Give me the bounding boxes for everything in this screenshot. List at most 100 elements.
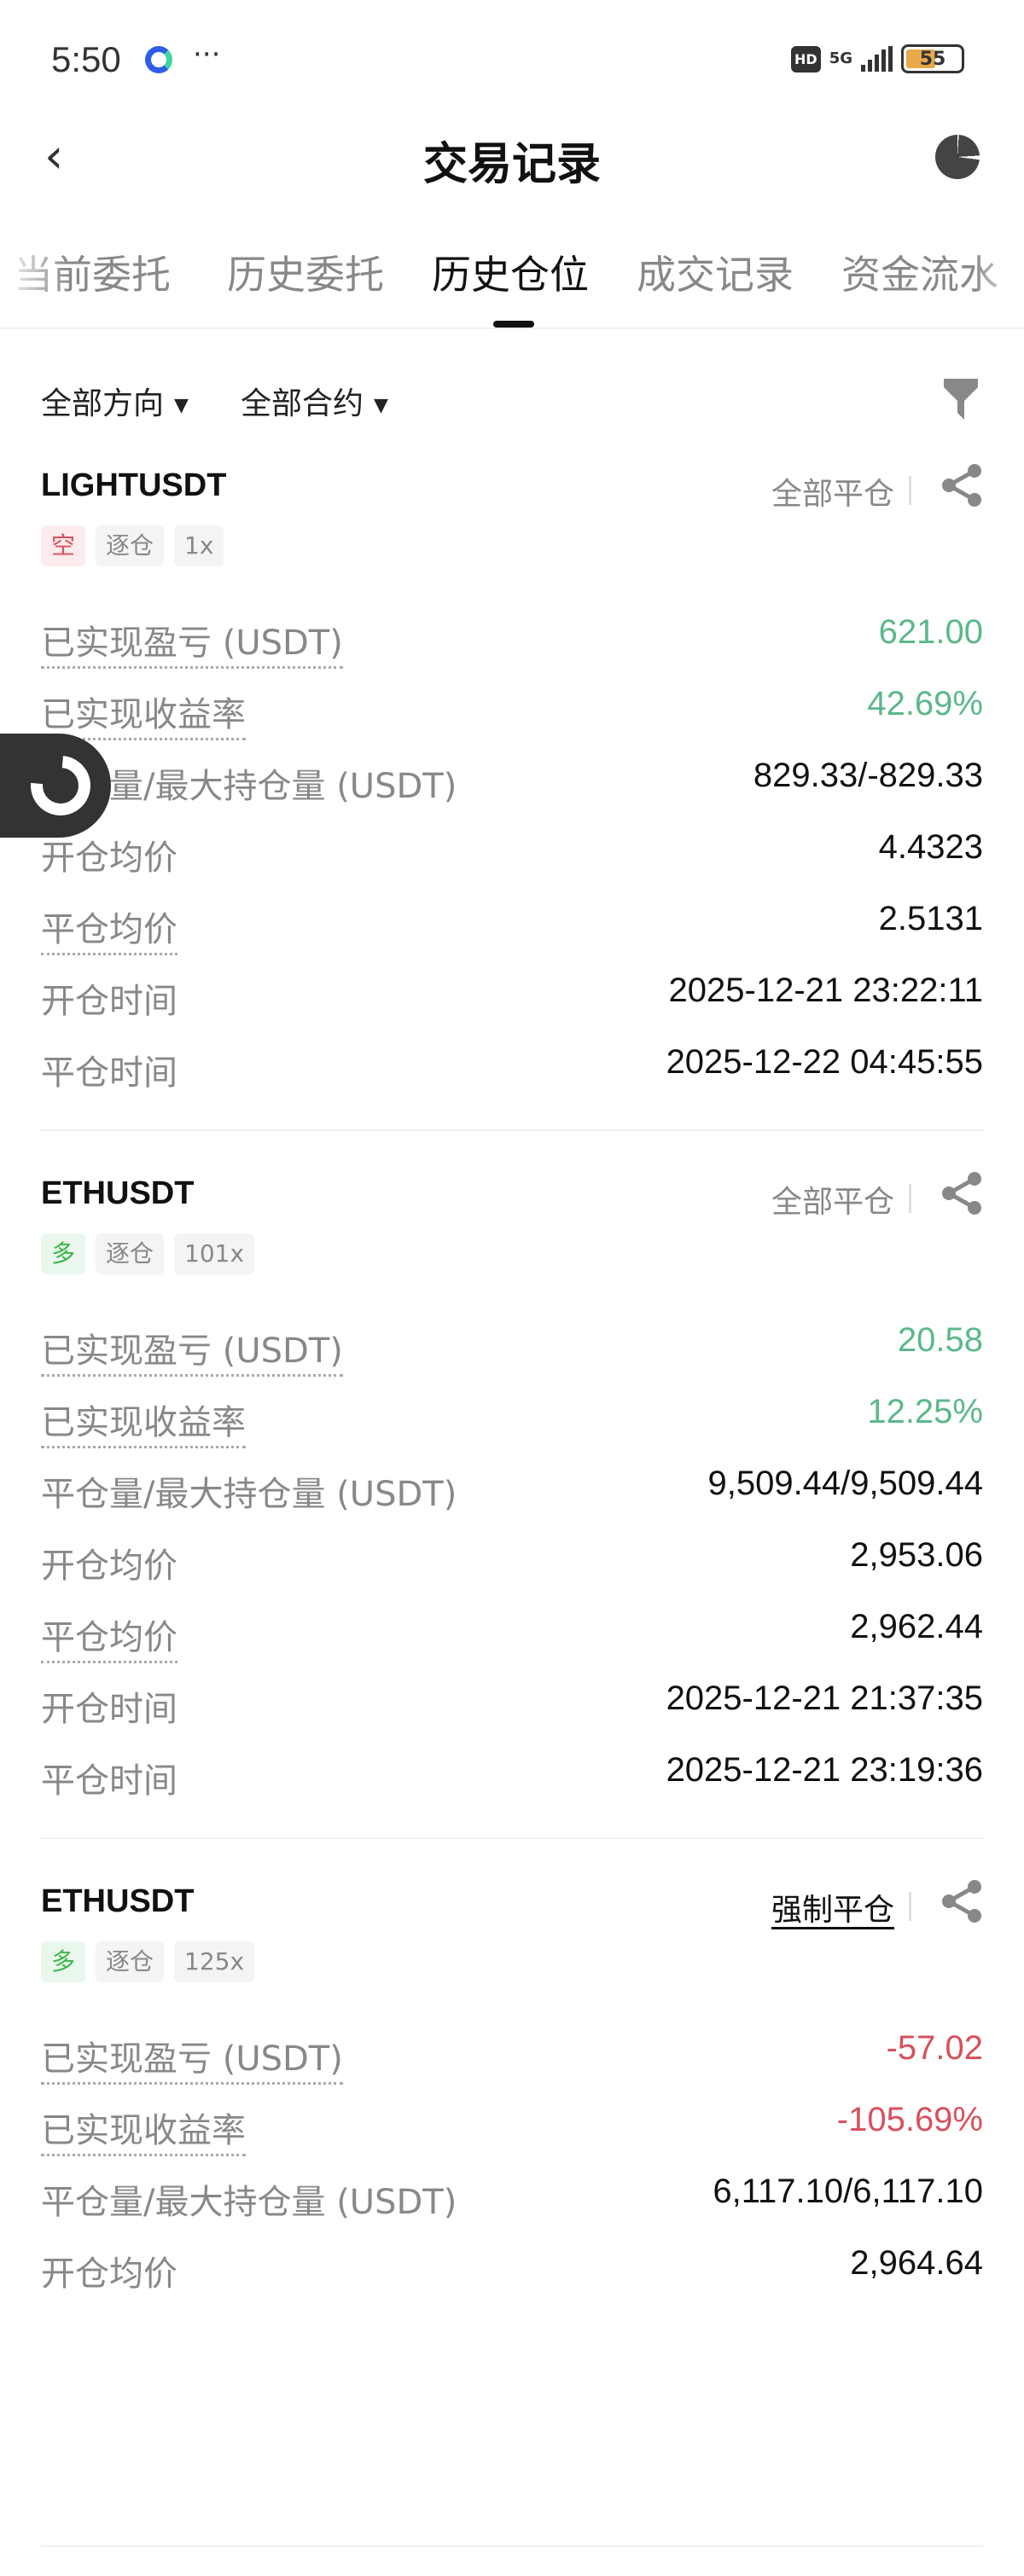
value-close-time: 2025-12-21 23:19:36 <box>666 1751 983 1789</box>
value-open-time: 2025-12-21 23:22:11 <box>668 972 983 1009</box>
status-time: 5:50 <box>51 39 121 79</box>
value-roi: -105.69% <box>836 2101 983 2138</box>
floating-assistant-button[interactable] <box>0 734 111 838</box>
share-icon[interactable] <box>940 1878 983 1924</box>
active-tab-indicator <box>493 321 534 328</box>
row-open-time: 开仓时间 2025-12-21 21:37:35 <box>41 1676 983 1729</box>
symbol: LIGHTUSDT <box>41 467 227 503</box>
row-close-time: 平仓时间 2025-12-22 04:45:55 <box>41 1040 983 1093</box>
value-close-time: 2025-12-22 04:45:55 <box>666 1043 983 1081</box>
value-volume: 6,117.10/6,117.10 <box>713 2173 983 2210</box>
filter-bar: 全部方向 ▼ 全部合约 ▼ <box>41 375 983 423</box>
side-badge: 空 <box>41 525 86 566</box>
direction-dropdown[interactable]: 全部方向 ▼ <box>41 379 189 423</box>
value-volume: 9,509.44/9,509.44 <box>707 1465 983 1502</box>
status-bar: 5:50 ··· HD 5G 55 <box>0 0 1024 119</box>
battery-icon: 55 <box>901 44 964 73</box>
label-open-price: 开仓均价 <box>41 1546 177 1586</box>
value-open-time: 2025-12-21 21:37:35 <box>666 1680 983 1717</box>
label-pnl[interactable]: 已实现盈亏 (USDT) <box>41 615 343 669</box>
row-open-price: 开仓均价 2,953.06 <box>41 1533 983 1586</box>
caret-down-icon: ▼ <box>174 394 189 416</box>
divider <box>41 1129 983 1131</box>
page-title: 交易记录 <box>422 139 601 190</box>
tab-order-history[interactable]: 历史委托 <box>227 252 384 298</box>
row-roi: 已实现收益率 12.25% <box>41 1390 983 1448</box>
tab-trade-history[interactable]: 成交记录 <box>637 252 794 298</box>
leverage-badge: 1x <box>174 525 224 566</box>
label-roi[interactable]: 已实现收益率 <box>41 1395 246 1448</box>
more-notifications-icon: ··· <box>193 38 221 72</box>
label-close-time: 平仓时间 <box>41 1053 177 1093</box>
label-volume: 平仓量/最大持仓量 (USDT) <box>41 2183 457 2222</box>
label-close-price[interactable]: 平仓均价 <box>41 1610 177 1663</box>
contract-dropdown[interactable]: 全部合约 ▼ <box>241 379 388 423</box>
value-close-price: 2.5131 <box>878 900 983 937</box>
position-card: ETHUSDT 全部平仓 多 逐仓 101x 已实现盈亏 (USDT) 20.5… <box>41 1160 983 1868</box>
close-type[interactable]: 强制平仓 <box>771 1893 894 1928</box>
value-roi: 12.25% <box>867 1393 983 1430</box>
label-open-time: 开仓时间 <box>41 982 177 1021</box>
leverage-badge: 101x <box>174 1233 255 1274</box>
row-close-price: 平仓均价 2,962.44 <box>41 1604 983 1663</box>
label-pnl[interactable]: 已实现盈亏 (USDT) <box>41 2031 343 2085</box>
symbol: ETHUSDT <box>41 1175 195 1211</box>
tab-position-history[interactable]: 历史仓位 <box>432 252 589 298</box>
close-type[interactable]: 全部平仓 <box>771 1185 894 1220</box>
row-volume: 平仓量/最大持仓量 (USDT) 9,509.44/9,509.44 <box>41 1461 983 1514</box>
divider <box>41 2545 983 2547</box>
header: ‹ 交易记录 <box>0 119 1024 196</box>
label-roi[interactable]: 已实现收益率 <box>41 2103 246 2156</box>
value-pnl: 20.58 <box>897 1321 983 1359</box>
share-icon[interactable] <box>940 1170 983 1216</box>
signal-icon <box>861 46 893 72</box>
row-open-price: 开仓均价 2,964.64 <box>41 2241 983 2294</box>
row-roi: 已实现收益率 42.69% <box>41 682 983 740</box>
symbol: ETHUSDT <box>41 1883 195 1919</box>
row-roi: 已实现收益率 -105.69% <box>41 2097 983 2156</box>
label-open-price: 开仓均价 <box>41 838 177 878</box>
value-close-price: 2,962.44 <box>850 1608 983 1645</box>
caret-down-icon: ▼ <box>374 394 388 416</box>
share-icon[interactable] <box>940 462 983 508</box>
close-type[interactable]: 全部平仓 <box>771 477 894 512</box>
network-type: 5G <box>829 49 852 67</box>
tab-bar: 当前委托 历史委托 历史仓位 成交记录 资金流水 <box>0 239 1024 329</box>
value-open-price: 4.4323 <box>878 828 983 866</box>
separator <box>909 1184 911 1213</box>
row-volume: 平仓量/最大持仓量 (USDT) 829.33/-829.33 <box>41 753 983 806</box>
row-pnl: 已实现盈亏 (USDT) 621.00 <box>41 610 983 669</box>
position-card: ETHUSDT 强制平仓 多 逐仓 125x 已实现盈亏 (USDT) -57.… <box>41 1868 983 2576</box>
label-close-time: 平仓时间 <box>41 1761 177 1801</box>
separator <box>909 476 911 505</box>
tab-funding-flow[interactable]: 资金流水 <box>841 252 998 298</box>
separator <box>909 1892 911 1921</box>
label-roi[interactable]: 已实现收益率 <box>41 687 246 740</box>
label-pnl[interactable]: 已实现盈亏 (USDT) <box>41 1323 343 1377</box>
margin-mode-badge: 逐仓 <box>96 525 165 566</box>
app-notification-icon <box>145 46 172 73</box>
value-pnl: -57.02 <box>886 2029 983 2067</box>
label-volume: 平仓量/最大持仓量 (USDT) <box>41 1475 457 1514</box>
row-open-price: 开仓均价 4.4323 <box>41 825 983 878</box>
leverage-badge: 125x <box>174 1941 255 1982</box>
label-open-price: 开仓均价 <box>41 2254 177 2294</box>
value-open-price: 2,953.06 <box>850 1536 983 1574</box>
value-roi: 42.69% <box>867 685 983 722</box>
label-open-time: 开仓时间 <box>41 1690 177 1729</box>
chevron-left-icon[interactable]: ‹ <box>44 129 64 184</box>
pie-chart-icon[interactable] <box>935 135 980 179</box>
side-badge: 多 <box>41 1941 86 1982</box>
row-close-price: 平仓均价 2.5131 <box>41 896 983 955</box>
contract-label: 全部合约 <box>241 386 364 421</box>
side-badge: 多 <box>41 1233 86 1274</box>
funnel-icon[interactable] <box>944 379 978 420</box>
margin-mode-badge: 逐仓 <box>96 1233 165 1274</box>
divider <box>41 1837 983 1839</box>
row-close-time: 平仓时间 2025-12-21 23:19:36 <box>41 1748 983 1801</box>
value-open-price: 2,964.64 <box>850 2244 983 2282</box>
hd-icon: HD <box>791 45 821 73</box>
label-close-price[interactable]: 平仓均价 <box>41 902 177 955</box>
battery-level: 55 <box>919 49 946 70</box>
row-open-time: 开仓时间 2025-12-21 23:22:11 <box>41 968 983 1021</box>
